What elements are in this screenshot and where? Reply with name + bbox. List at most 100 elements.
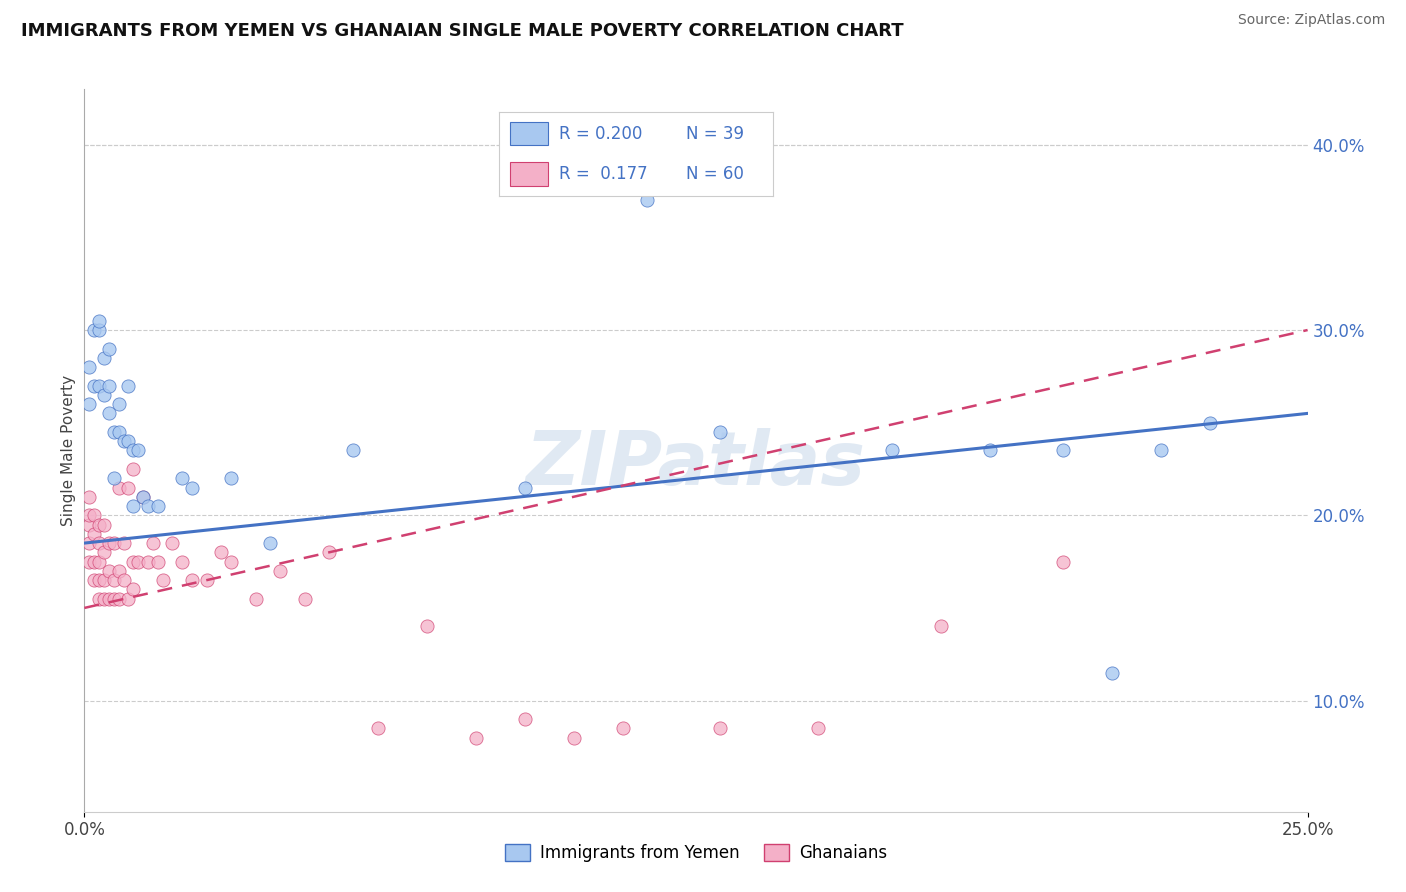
Point — [103, 536, 125, 550]
Text: IMMIGRANTS FROM YEMEN VS GHANAIAN SINGLE MALE POVERTY CORRELATION CHART: IMMIGRANTS FROM YEMEN VS GHANAIAN SINGLE… — [21, 22, 904, 40]
Point — [513, 712, 536, 726]
Point — [209, 545, 232, 559]
Point — [97, 564, 120, 578]
Text: N = 60: N = 60 — [686, 165, 744, 183]
Point — [807, 722, 830, 736]
Point — [77, 508, 100, 523]
Point — [77, 555, 100, 569]
Point — [979, 443, 1001, 458]
Point — [83, 323, 105, 337]
Point — [83, 555, 105, 569]
Point — [122, 582, 145, 597]
Point — [152, 573, 174, 587]
Point — [83, 573, 105, 587]
Point — [93, 351, 115, 365]
Point — [103, 425, 125, 439]
Point — [219, 555, 242, 569]
Point — [367, 722, 389, 736]
Point — [117, 481, 139, 495]
Point — [117, 591, 139, 606]
Point — [87, 591, 110, 606]
Point — [93, 573, 115, 587]
Point — [77, 360, 100, 375]
Point — [117, 434, 139, 449]
Point — [97, 342, 120, 356]
Point — [122, 462, 145, 476]
Point — [294, 591, 316, 606]
Point — [97, 536, 120, 550]
Point — [513, 481, 536, 495]
Point — [87, 378, 110, 392]
Point — [87, 314, 110, 328]
Point — [342, 443, 364, 458]
Point — [87, 517, 110, 532]
Bar — [510, 121, 548, 145]
Point — [93, 591, 115, 606]
Point — [612, 722, 634, 736]
Point — [77, 490, 100, 504]
Point — [87, 536, 110, 550]
Point — [97, 406, 120, 420]
Point — [142, 536, 165, 550]
Point — [87, 323, 110, 337]
Point — [929, 619, 952, 633]
Point — [83, 378, 105, 392]
Point — [122, 443, 145, 458]
Point — [1052, 555, 1074, 569]
Point — [107, 564, 129, 578]
Point — [181, 481, 204, 495]
Point — [562, 731, 585, 745]
Point — [259, 536, 281, 550]
Point — [416, 619, 439, 633]
Point — [636, 194, 658, 208]
Point — [269, 564, 291, 578]
Point — [87, 573, 110, 587]
Point — [97, 378, 120, 392]
Point — [146, 499, 169, 513]
Point — [1052, 443, 1074, 458]
Point — [112, 536, 135, 550]
Point — [195, 573, 218, 587]
Point — [83, 508, 105, 523]
Point — [162, 536, 184, 550]
Point — [83, 526, 105, 541]
Point — [146, 555, 169, 569]
Point — [181, 573, 204, 587]
Point — [1198, 416, 1220, 430]
Point — [132, 490, 155, 504]
Point — [107, 425, 129, 439]
Point — [136, 499, 159, 513]
Bar — [510, 162, 548, 186]
Point — [87, 555, 110, 569]
Point — [77, 536, 100, 550]
Point — [107, 397, 129, 411]
Point — [132, 490, 155, 504]
Point — [117, 378, 139, 392]
Text: ZIPatlas: ZIPatlas — [526, 428, 866, 501]
Point — [1150, 443, 1173, 458]
Point — [77, 517, 100, 532]
Point — [136, 555, 159, 569]
Point — [709, 425, 731, 439]
Point — [103, 573, 125, 587]
Y-axis label: Single Male Poverty: Single Male Poverty — [60, 375, 76, 526]
Point — [172, 471, 194, 485]
Point — [1101, 665, 1123, 680]
Point — [93, 517, 115, 532]
Text: R = 0.200: R = 0.200 — [560, 125, 643, 143]
Point — [93, 388, 115, 402]
Point — [112, 573, 135, 587]
Text: Source: ZipAtlas.com: Source: ZipAtlas.com — [1237, 13, 1385, 28]
Point — [107, 481, 129, 495]
Text: R =  0.177: R = 0.177 — [560, 165, 648, 183]
Point — [709, 722, 731, 736]
Point — [318, 545, 340, 559]
Point — [107, 591, 129, 606]
Point — [122, 499, 145, 513]
Point — [103, 471, 125, 485]
Point — [172, 555, 194, 569]
Point — [219, 471, 242, 485]
Point — [112, 434, 135, 449]
Point — [97, 591, 120, 606]
Point — [245, 591, 267, 606]
